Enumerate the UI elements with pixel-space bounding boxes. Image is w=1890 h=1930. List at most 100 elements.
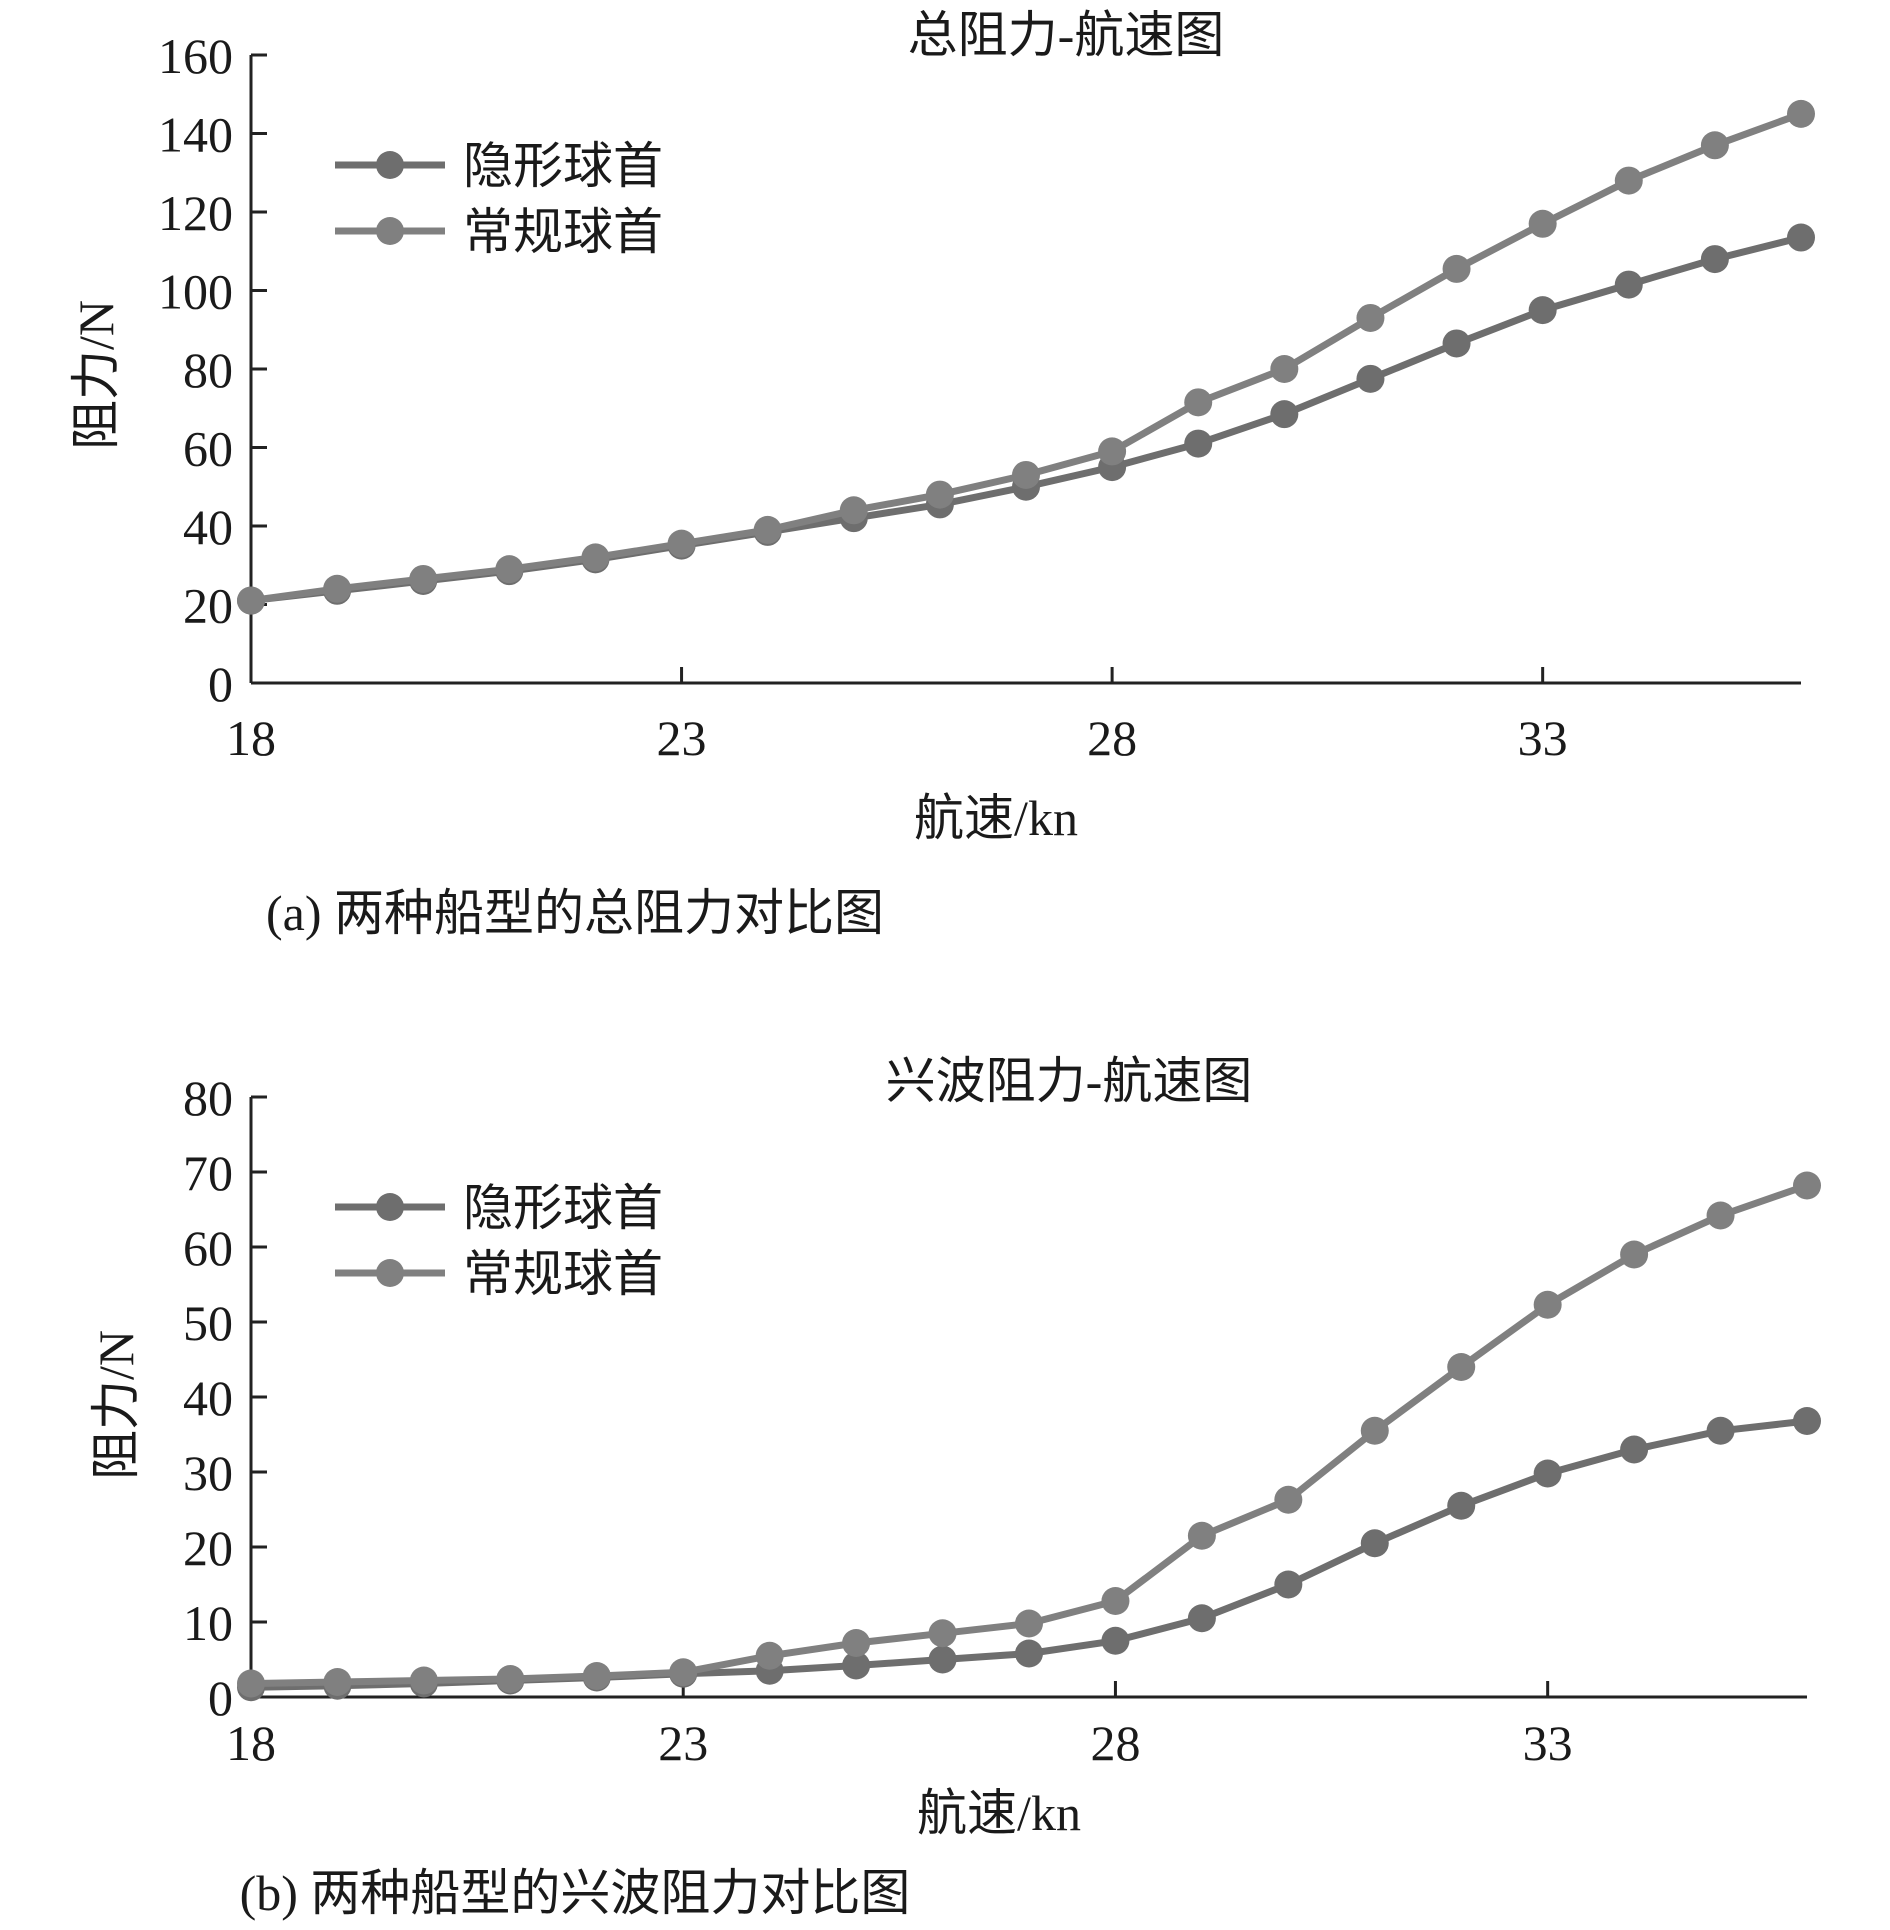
data-point bbox=[1015, 1609, 1043, 1638]
data-point bbox=[496, 1665, 525, 1693]
y-tick-label: 20 bbox=[183, 578, 233, 634]
data-point bbox=[409, 1666, 438, 1695]
y-tick-label: 120 bbox=[158, 185, 233, 241]
data-point bbox=[925, 480, 954, 509]
y-tick-label: 160 bbox=[158, 28, 233, 84]
data-point bbox=[1101, 1626, 1130, 1655]
data-point bbox=[755, 1641, 784, 1670]
legend-item: 常规球首 bbox=[335, 1246, 663, 1302]
chart-title: 兴波阻力-航速图 bbox=[886, 1053, 1253, 1109]
x-tick-label: 23 bbox=[658, 1715, 708, 1771]
data-point bbox=[753, 515, 782, 544]
legend-item: 隐形球首 bbox=[335, 138, 663, 194]
y-tick-label: 100 bbox=[158, 264, 233, 320]
figure-caption: (b) 两种船型的兴波阻力对比图 bbox=[240, 1865, 911, 1921]
data-point bbox=[839, 496, 868, 525]
data-point bbox=[1356, 303, 1385, 332]
x-tick-label: 33 bbox=[1518, 710, 1568, 766]
x-tick-label: 18 bbox=[226, 710, 276, 766]
data-point bbox=[1528, 296, 1557, 325]
data-point bbox=[1787, 99, 1815, 128]
y-tick-label: 10 bbox=[183, 1595, 233, 1651]
data-point bbox=[1700, 245, 1729, 274]
legend-swatch-marker bbox=[376, 151, 404, 179]
data-point bbox=[1274, 1485, 1303, 1514]
y-tick-label: 30 bbox=[183, 1445, 233, 1501]
chart-total-resistance: 总阻力-航速图 0 20 40 60 80 100 120 140 160 18 23 28 33 航速/k… bbox=[68, 7, 1815, 941]
data-point bbox=[1098, 437, 1127, 466]
data-point bbox=[1706, 1416, 1735, 1445]
series-stealth-bulb bbox=[237, 223, 1815, 615]
data-point bbox=[928, 1619, 957, 1648]
y-tick-label: 60 bbox=[183, 1220, 233, 1276]
data-point bbox=[1101, 1587, 1130, 1615]
legend-label: 常规球首 bbox=[463, 204, 663, 260]
data-point bbox=[1360, 1416, 1389, 1445]
data-point bbox=[1270, 355, 1299, 383]
y-tick-label: 20 bbox=[183, 1520, 233, 1576]
data-point bbox=[1620, 1240, 1649, 1269]
x-axis-label: 航速/kn bbox=[914, 790, 1078, 846]
data-point bbox=[237, 586, 265, 615]
data-point bbox=[1270, 400, 1299, 429]
data-point bbox=[1614, 270, 1643, 299]
y-tick-label: 60 bbox=[183, 421, 233, 477]
y-tick-label: 0 bbox=[208, 656, 233, 712]
data-point bbox=[409, 564, 438, 593]
data-point bbox=[842, 1629, 871, 1657]
y-axis-label: 阻力/N bbox=[68, 300, 124, 450]
data-point bbox=[581, 543, 610, 572]
y-tick-label: 0 bbox=[208, 1670, 233, 1726]
data-point bbox=[1187, 1604, 1216, 1633]
data-point bbox=[1442, 254, 1471, 283]
data-point bbox=[842, 1651, 871, 1680]
data-point bbox=[1787, 223, 1815, 252]
data-point bbox=[323, 1668, 352, 1696]
series-conventional-bulb bbox=[237, 99, 1815, 615]
data-point bbox=[1533, 1459, 1562, 1488]
legend-label: 隐形球首 bbox=[463, 138, 663, 194]
data-point bbox=[1015, 1639, 1043, 1668]
y-tick-label: 40 bbox=[183, 1370, 233, 1426]
data-point bbox=[669, 1658, 698, 1687]
data-point bbox=[1274, 1570, 1303, 1599]
series-line bbox=[250, 234, 1802, 605]
legend-label: 隐形球首 bbox=[463, 1180, 663, 1236]
data-point bbox=[1620, 1435, 1649, 1464]
data-point bbox=[323, 574, 352, 603]
legend-label: 常规球首 bbox=[463, 1246, 663, 1302]
data-point bbox=[1700, 131, 1729, 160]
legend-swatch-marker bbox=[376, 1259, 404, 1287]
y-tick-label: 40 bbox=[183, 499, 233, 555]
y-axis-label: 阻力/N bbox=[88, 1330, 144, 1480]
series-conventional-bulb bbox=[237, 1171, 1821, 1698]
data-point bbox=[1447, 1353, 1476, 1381]
data-point bbox=[1533, 1290, 1562, 1319]
data-point bbox=[1447, 1491, 1476, 1520]
data-point bbox=[1528, 209, 1557, 238]
data-point bbox=[1356, 364, 1385, 393]
x-tick-label: 18 bbox=[226, 1715, 276, 1771]
data-point bbox=[1184, 388, 1213, 417]
data-point bbox=[237, 1669, 265, 1698]
y-tick-label: 80 bbox=[183, 342, 233, 398]
data-point bbox=[582, 1662, 611, 1690]
data-point bbox=[1706, 1201, 1735, 1230]
x-axis-label: 航速/kn bbox=[917, 1785, 1081, 1841]
data-point bbox=[1184, 429, 1213, 458]
data-point bbox=[1614, 166, 1643, 195]
chart-title: 总阻力-航速图 bbox=[908, 7, 1225, 63]
x-tick-label: 23 bbox=[657, 710, 707, 766]
data-point bbox=[667, 529, 696, 558]
chart-wave-resistance: 兴波阻力-航速图 0 10 20 30 40 50 60 70 80 18 23 28 33 航速/kn 阻力… bbox=[88, 1053, 1821, 1921]
data-point bbox=[1012, 460, 1040, 489]
y-tick-label: 140 bbox=[158, 107, 233, 163]
legend-item: 隐形球首 bbox=[335, 1180, 663, 1236]
data-point bbox=[1187, 1521, 1216, 1550]
y-tick-label: 80 bbox=[183, 1070, 233, 1126]
data-point bbox=[495, 555, 524, 584]
